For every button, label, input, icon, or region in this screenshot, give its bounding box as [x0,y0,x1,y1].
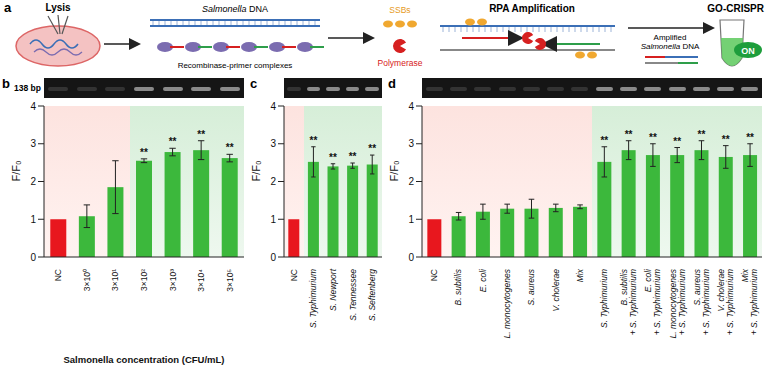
svg-text:**: ** [349,151,357,162]
svg-text:B. subtilis: B. subtilis [453,268,463,305]
svg-text:RPA Amplification: RPA Amplification [489,3,575,14]
svg-text:V. cholerae: V. cholerae [551,269,561,312]
svg-text:Recombinase-primer complexes: Recombinase-primer complexes [178,61,293,70]
svg-text:4: 4 [408,101,414,112]
svg-text:F/F₀: F/F₀ [10,160,22,181]
svg-text:4: 4 [270,101,276,112]
svg-text:**: ** [698,129,706,140]
svg-text:NC: NC [53,269,63,281]
svg-text:1: 1 [270,214,276,225]
svg-text:Polymerase: Polymerase [378,58,423,68]
svg-text:Salmonella DNA: Salmonella DNA [202,4,268,14]
html-text:c: c [250,76,258,91]
svg-text:2: 2 [30,176,36,187]
svg-text:GO-CRISPR: GO-CRISPR [707,3,764,14]
svg-text:3: 3 [408,138,414,149]
svg-text:3: 3 [270,138,276,149]
svg-text:3×10⁴: 3×10⁴ [196,269,206,292]
svg-text:1: 1 [408,214,414,225]
svg-text:Mix+ S. Typhimurium: Mix+ S. Typhimurium [740,268,759,335]
svg-text:F/F₀: F/F₀ [388,160,400,181]
svg-text:0: 0 [270,252,276,263]
svg-text:L. monocytogenes: L. monocytogenes [502,268,512,338]
svg-text:S. Tennessee: S. Tennessee [348,269,358,321]
svg-text:**: ** [197,129,205,140]
svg-text:S. Typhimurium: S. Typhimurium [308,269,318,328]
svg-text:0: 0 [408,252,414,263]
svg-text:Amplified: Amplified [654,33,687,42]
svg-text:3×10⁰: 3×10⁰ [82,269,92,291]
svg-text:**: ** [140,147,148,158]
svg-text:4: 4 [30,101,36,112]
svg-text:3×10³: 3×10³ [168,269,178,291]
svg-text:1: 1 [30,214,36,225]
html-text:d: d [388,76,396,91]
svg-text:**: ** [625,129,633,140]
svg-text:NC: NC [429,269,439,281]
svg-text:2: 2 [270,176,276,187]
svg-text:S. Seftenberg: S. Seftenberg [367,269,377,321]
svg-text:**: ** [226,142,234,153]
svg-text:a: a [4,0,12,15]
svg-text:0: 0 [30,252,36,263]
svg-text:3×10¹: 3×10¹ [110,269,120,291]
svg-text:**: ** [673,136,681,147]
svg-text:**: ** [649,132,657,143]
svg-text:3×10²: 3×10² [139,269,149,291]
svg-text:**: ** [600,135,608,146]
svg-text:B. subtilis+ S. Typhimurium: B. subtilis+ S. Typhimurium [619,268,638,335]
svg-text:Salmonella concentration (CFU/: Salmonella concentration (CFU/mL) [64,354,225,365]
svg-text:F/F₀: F/F₀ [250,160,262,181]
svg-text:**: ** [329,152,337,163]
svg-text:V. cholerae+ S. Typhimurium: V. cholerae+ S. Typhimurium [716,269,735,335]
svg-text:3×10⁵: 3×10⁵ [225,269,235,292]
svg-text:**: ** [722,134,730,145]
svg-text:Lysis: Lysis [45,2,71,13]
svg-text:SSBs: SSBs [389,5,410,15]
svg-text:Salmonella DNA: Salmonella DNA [641,42,700,51]
svg-text:**: ** [169,136,177,147]
svg-text:NC: NC [289,269,299,281]
svg-text:S. Newport: S. Newport [328,268,338,311]
svg-text:ON: ON [741,46,755,56]
svg-text:2: 2 [408,176,414,187]
svg-text:S. aureus: S. aureus [526,268,536,305]
svg-text:L. monocytogenes+ S. Typhimuri: L. monocytogenes+ S. Typhimurium [668,268,687,338]
svg-text:Mix: Mix [575,268,585,282]
svg-text:S. Typhimurium: S. Typhimurium [599,269,609,328]
svg-text:**: ** [746,132,754,143]
svg-text:**: ** [368,143,376,154]
svg-text:**: ** [310,135,318,146]
svg-text:3: 3 [30,138,36,149]
svg-text:E. coli: E. coli [478,268,488,292]
html-text:b 138 bp: b 138 bp [2,76,41,93]
svg-text:S. aureus+ S. Typhimurium: S. aureus+ S. Typhimurium [692,268,711,335]
svg-text:E. coli+ S. Typhimurium: E. coli+ S. Typhimurium [643,268,662,335]
